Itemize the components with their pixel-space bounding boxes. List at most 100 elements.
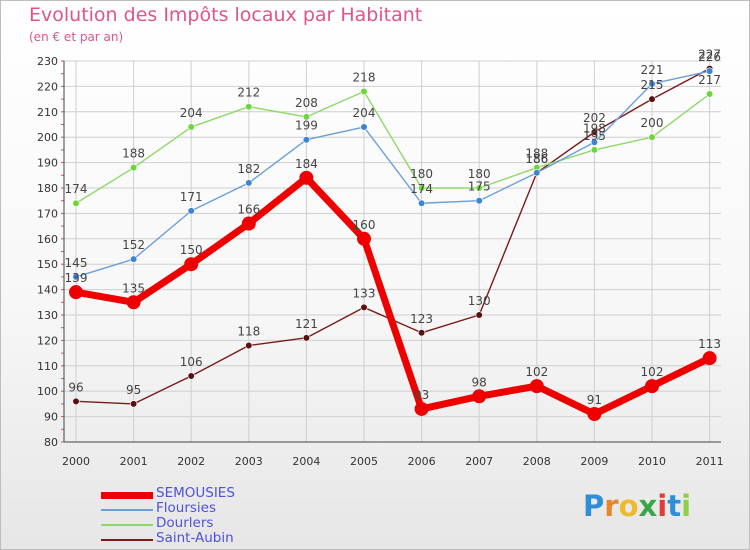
data-label-saint-aubin: 215 bbox=[641, 78, 664, 92]
legend: SEMOUSIES Floursies Dourlers Saint-Aubin bbox=[101, 485, 261, 547]
x-tick-label: 2000 bbox=[62, 455, 90, 468]
point-dourlers bbox=[302, 113, 311, 121]
legend-label: Saint-Aubin bbox=[156, 530, 234, 546]
x-tick-label: 2009 bbox=[580, 455, 608, 468]
point-floursies bbox=[130, 255, 138, 263]
y-tick-label: 200 bbox=[37, 131, 58, 144]
point-floursies bbox=[245, 179, 253, 187]
chart-subtitle: (en € et par an) bbox=[29, 30, 124, 44]
data-label-semousies: 93 bbox=[414, 388, 429, 402]
legend-swatch bbox=[101, 509, 153, 511]
data-label-floursies: 145 bbox=[65, 256, 88, 270]
point-saint-aubin bbox=[475, 311, 483, 319]
x-tick-label: 2003 bbox=[235, 455, 263, 468]
point-semousies bbox=[472, 389, 487, 404]
point-dourlers bbox=[187, 123, 195, 131]
point-floursies bbox=[302, 136, 311, 144]
data-label-dourlers: 200 bbox=[641, 116, 664, 130]
data-label-saint-aubin: 186 bbox=[525, 152, 548, 166]
point-dourlers bbox=[475, 184, 483, 192]
point-floursies bbox=[648, 80, 656, 88]
data-label-saint-aubin: 106 bbox=[180, 355, 203, 369]
data-labels: 96 95 106 118 121 133 123 130 186 202 215 227 174 188… bbox=[65, 48, 722, 407]
x-tick-label: 2010 bbox=[638, 455, 666, 468]
point-semousies bbox=[241, 216, 256, 231]
point-saint-aubin bbox=[302, 334, 311, 342]
data-label-dourlers: 208 bbox=[295, 96, 318, 110]
logo-letter: r bbox=[604, 489, 619, 523]
legend-label: SEMOUSIES bbox=[156, 485, 235, 501]
point-dourlers bbox=[418, 184, 426, 192]
point-floursies bbox=[360, 123, 368, 131]
x-tick-label: 2008 bbox=[523, 455, 551, 468]
point-dourlers bbox=[648, 133, 656, 141]
data-label-floursies: 182 bbox=[237, 162, 260, 176]
point-saint-aubin bbox=[418, 329, 426, 337]
logo-letter: P bbox=[583, 489, 605, 523]
y-tick-label: 170 bbox=[37, 207, 58, 220]
data-label-saint-aubin: 123 bbox=[410, 312, 433, 326]
chart-title: Evolution des Impôts locaux par Habitant bbox=[29, 4, 423, 26]
data-label-semousies: 150 bbox=[180, 243, 203, 257]
point-floursies bbox=[475, 197, 483, 205]
point-floursies bbox=[705, 67, 714, 75]
legend-item-dourlers: Dourlers bbox=[101, 515, 261, 532]
data-label-saint-aubin: 96 bbox=[68, 380, 83, 394]
y-tick-label: 150 bbox=[37, 258, 58, 271]
data-label-floursies: 186 bbox=[525, 152, 548, 166]
x-tick-label: 2011 bbox=[696, 455, 724, 468]
proxiti-logo: Proxiti bbox=[583, 489, 691, 523]
point-floursies bbox=[418, 199, 426, 207]
logo-letter: o bbox=[618, 489, 639, 523]
data-label-semousies: 91 bbox=[587, 393, 602, 407]
legend-item-semousies: SEMOUSIES bbox=[101, 485, 261, 502]
series-layer bbox=[69, 65, 717, 422]
y-tick-label: 230 bbox=[37, 55, 58, 68]
point-saint-aubin bbox=[130, 400, 138, 408]
data-label-floursies: 226 bbox=[698, 50, 721, 64]
data-label-dourlers: 204 bbox=[180, 106, 203, 120]
data-label-floursies: 204 bbox=[353, 106, 376, 120]
data-label-semousies: 113 bbox=[698, 337, 721, 351]
y-tick-label: 140 bbox=[37, 284, 58, 297]
point-semousies bbox=[184, 257, 199, 272]
x-tick-label: 2007 bbox=[465, 455, 493, 468]
data-label-saint-aubin: 227 bbox=[698, 48, 721, 62]
point-floursies bbox=[187, 207, 195, 215]
data-label-floursies: 199 bbox=[295, 119, 318, 133]
point-dourlers bbox=[72, 199, 80, 207]
data-label-dourlers: 188 bbox=[122, 147, 145, 161]
point-saint-aubin bbox=[187, 372, 195, 380]
point-semousies bbox=[587, 407, 602, 422]
data-label-saint-aubin: 202 bbox=[583, 111, 606, 125]
y-tick-label: 130 bbox=[37, 309, 58, 322]
y-tick-label: 90 bbox=[44, 411, 58, 424]
legend-label: Floursies bbox=[156, 500, 217, 516]
data-label-dourlers: 188 bbox=[525, 147, 548, 161]
data-label-semousies: 102 bbox=[641, 365, 664, 379]
data-label-floursies: 171 bbox=[180, 190, 203, 204]
data-label-dourlers: 217 bbox=[698, 73, 721, 87]
logo-letter: i bbox=[657, 489, 668, 523]
legend-item-floursies: Floursies bbox=[101, 500, 261, 517]
point-dourlers bbox=[590, 146, 599, 154]
point-semousies bbox=[702, 351, 717, 366]
x-tick-label: 2006 bbox=[408, 455, 436, 468]
point-semousies bbox=[299, 170, 314, 185]
logo-letter: i bbox=[681, 489, 692, 523]
point-saint-aubin bbox=[72, 397, 80, 405]
point-semousies bbox=[414, 401, 429, 416]
x-tick-label: 2002 bbox=[177, 455, 205, 468]
data-label-saint-aubin: 95 bbox=[126, 383, 141, 397]
x-tick-label: 2005 bbox=[350, 455, 378, 468]
legend-swatch bbox=[101, 491, 153, 499]
logo-letter: x bbox=[638, 489, 658, 523]
point-dourlers bbox=[130, 164, 138, 172]
point-saint-aubin bbox=[245, 341, 253, 350]
data-label-semousies: 139 bbox=[65, 271, 88, 285]
data-label-dourlers: 174 bbox=[65, 182, 88, 196]
data-label-floursies: 152 bbox=[122, 238, 145, 252]
data-label-semousies: 102 bbox=[525, 365, 548, 379]
